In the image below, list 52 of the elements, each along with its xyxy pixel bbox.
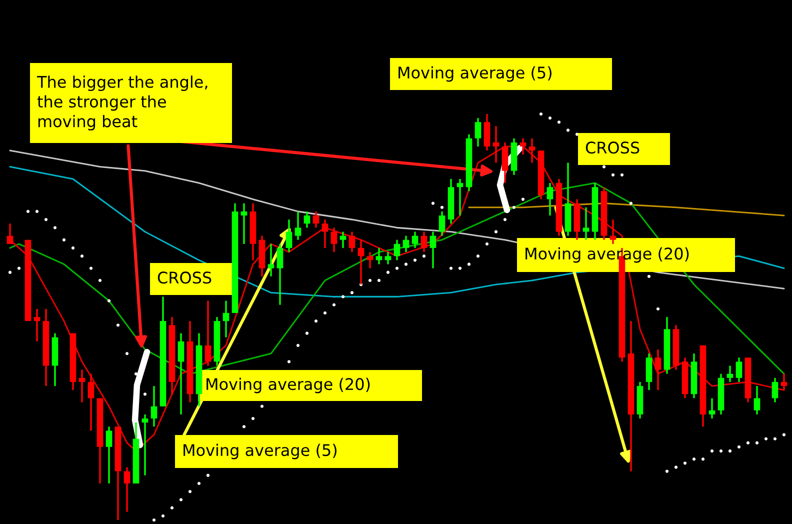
candlestick	[34, 308, 40, 342]
candlestick	[772, 377, 778, 404]
candlestick	[412, 230, 418, 249]
candlestick	[402, 234, 410, 253]
annotation: Moving average (5)	[184, 444, 336, 460]
candlestick	[142, 414, 148, 476]
candlestick	[520, 138, 526, 156]
candlestick	[222, 300, 230, 338]
annotation: The bigger the angle, the stronger the moving beat	[36, 76, 208, 130]
candlestick	[708, 397, 716, 420]
candlestick	[754, 385, 760, 416]
candlestick	[492, 125, 500, 164]
candlestick	[420, 230, 428, 253]
candlestick	[322, 218, 328, 249]
candlestick	[780, 373, 788, 391]
candlestick	[106, 426, 112, 484]
text: Moving average (5)	[398, 66, 552, 82]
candlestick	[582, 206, 590, 241]
candlestick	[276, 243, 284, 306]
candlestick	[438, 210, 446, 237]
candlestick	[430, 230, 436, 270]
candlestick	[654, 348, 662, 391]
candlestick	[726, 364, 734, 383]
candlestick	[240, 202, 248, 245]
candlestick	[6, 222, 14, 245]
annotation: Moving average (20)	[206, 378, 370, 394]
candlestick	[546, 182, 554, 216]
candlestick	[736, 356, 742, 383]
candlestick	[178, 332, 184, 416]
candlestick	[376, 247, 382, 266]
candlestick	[88, 373, 94, 432]
candlestick	[268, 243, 274, 278]
candlestick	[124, 466, 130, 513]
annotation: CROSS	[158, 272, 212, 284]
candlestick	[204, 300, 212, 367]
candlestick	[348, 230, 356, 253]
candlestick	[150, 385, 158, 428]
candlestick	[474, 117, 482, 148]
candlestick	[456, 178, 464, 216]
candlestick	[312, 210, 320, 229]
candlestick	[286, 218, 292, 253]
candlestick	[330, 226, 338, 253]
candlestick	[384, 251, 392, 266]
candlestick	[294, 210, 302, 241]
candlestick	[394, 239, 400, 261]
candlestick	[610, 218, 616, 245]
annotation: CROSS	[586, 142, 640, 154]
candlestick	[78, 368, 86, 404]
candlestick	[304, 210, 310, 229]
candlestick	[340, 230, 346, 249]
candlestick	[366, 251, 374, 270]
candlestick	[528, 138, 536, 164]
